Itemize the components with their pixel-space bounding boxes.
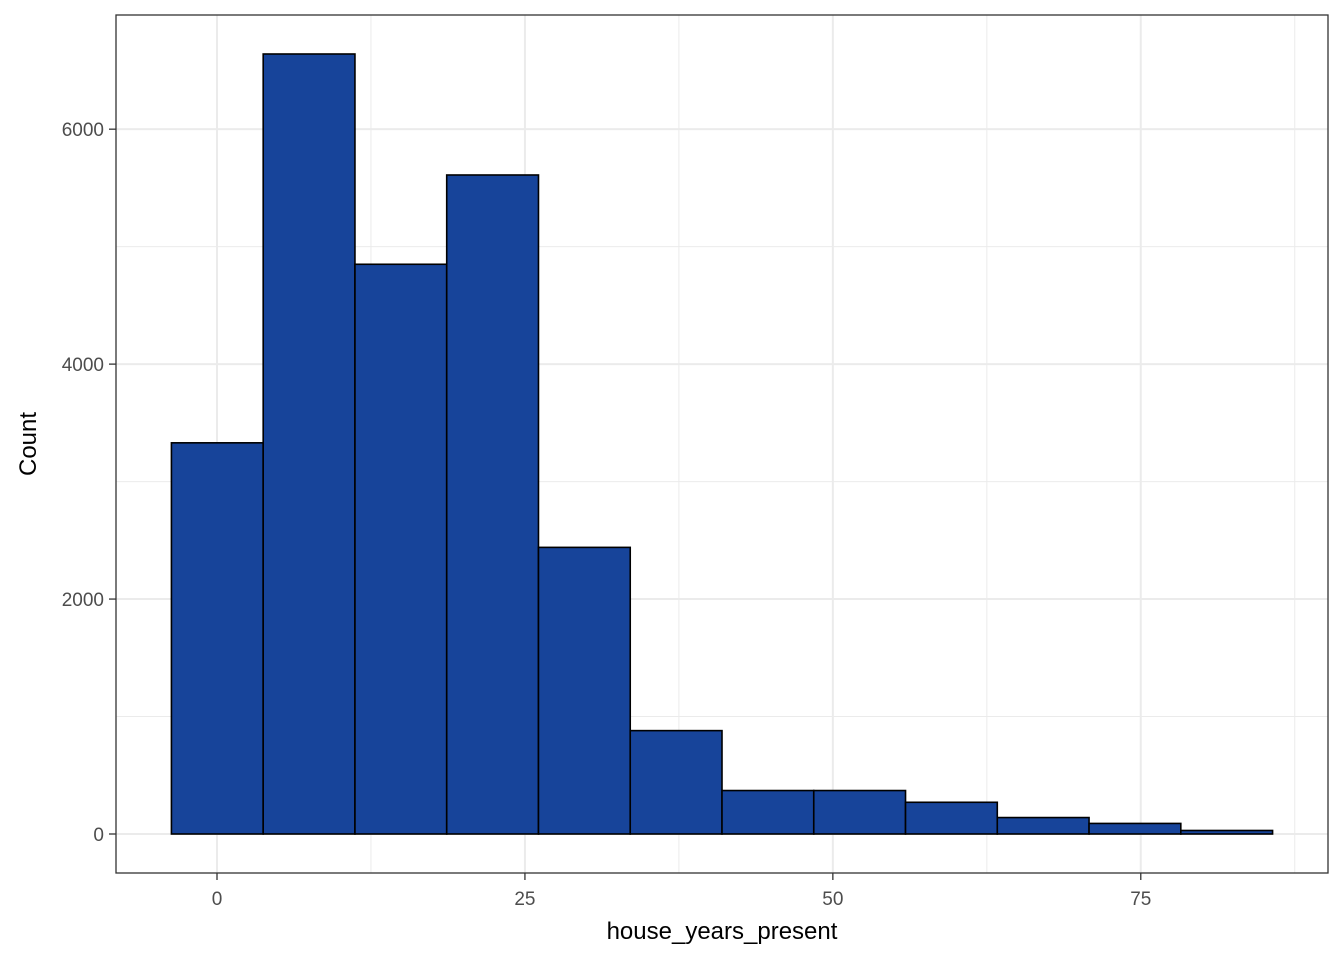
minor-grid (116, 15, 1328, 873)
y-tick-label-3: 6000 (62, 120, 104, 141)
panel-border (115, 14, 1329, 874)
y-tick-label-0: 0 (93, 825, 104, 846)
histogram-bars (170, 53, 1274, 835)
x-tick-label-3: 75 (1130, 889, 1151, 910)
histogram-bar-2 (354, 263, 448, 835)
histogram-bar-5 (629, 729, 723, 835)
y-axis-title: Count (15, 412, 42, 476)
x-axis: 0 25 50 75 (212, 873, 1151, 910)
histogram-bar-9 (996, 816, 1090, 835)
histogram-bar-3 (445, 174, 540, 835)
histogram-bar-0 (170, 442, 264, 835)
x-tick-label-2: 50 (822, 889, 843, 910)
histogram-bar-6 (721, 789, 815, 835)
y-axis: 0 2000 4000 6000 (62, 120, 116, 846)
y-tick-label-1: 2000 (62, 590, 104, 611)
histogram-bar-1 (262, 53, 356, 835)
histogram-bar-10 (1088, 822, 1182, 835)
x-tick-label-0: 0 (212, 889, 223, 910)
x-tick-label-1: 25 (514, 889, 535, 910)
histogram-bar-7 (812, 789, 907, 835)
x-axis-title: house_years_present (607, 918, 838, 945)
histogram-bar-8 (904, 801, 999, 835)
histogram-bar-4 (537, 546, 632, 835)
y-tick-label-2: 4000 (62, 355, 104, 376)
histogram-bar-11 (1180, 829, 1274, 835)
